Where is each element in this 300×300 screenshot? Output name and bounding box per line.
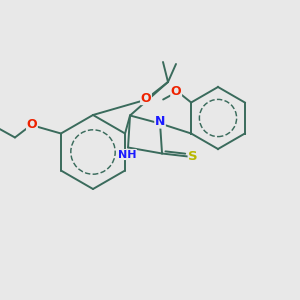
Text: S: S (188, 150, 198, 163)
Text: O: O (27, 118, 37, 131)
Text: O: O (141, 92, 151, 104)
Text: O: O (171, 85, 182, 98)
Text: NH: NH (118, 149, 136, 160)
Text: N: N (155, 115, 165, 128)
